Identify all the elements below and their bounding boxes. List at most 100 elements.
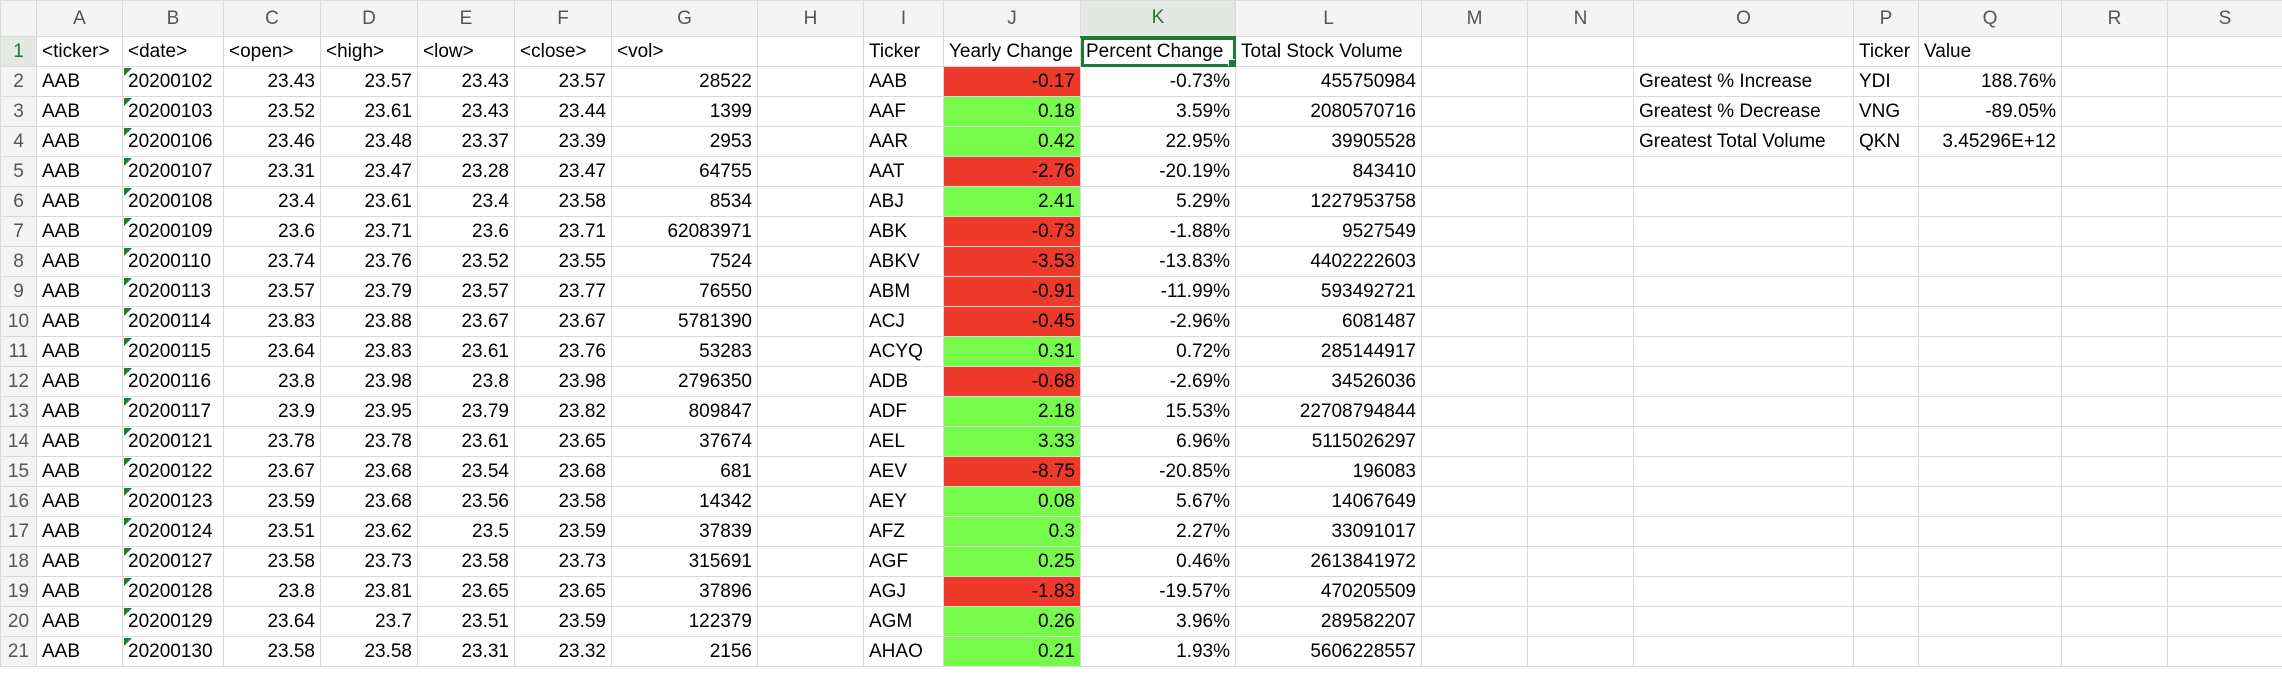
cell-n1[interactable] <box>1527 36 1634 67</box>
cell-c10[interactable]: 23.83 <box>223 306 321 337</box>
cell-r13[interactable] <box>2061 396 2168 427</box>
cell-q13[interactable] <box>1918 396 2062 427</box>
cell-n6[interactable] <box>1527 186 1634 217</box>
cell-f14[interactable]: 23.65 <box>514 426 612 457</box>
cell-b7[interactable]: 20200109 <box>122 216 224 247</box>
cell-j2[interactable]: -0.17 <box>943 66 1081 97</box>
cell-e3[interactable]: 23.43 <box>417 96 515 127</box>
cell-m18[interactable] <box>1421 546 1528 577</box>
cell-o13[interactable] <box>1633 396 1854 427</box>
cell-p6[interactable] <box>1853 186 1919 217</box>
cell-d16[interactable]: 23.68 <box>320 486 418 517</box>
cell-s11[interactable] <box>2167 336 2282 367</box>
cell-m19[interactable] <box>1421 576 1528 607</box>
cell-n17[interactable] <box>1527 516 1634 547</box>
cell-m10[interactable] <box>1421 306 1528 337</box>
cell-a17[interactable]: AAB <box>36 516 123 547</box>
cell-d12[interactable]: 23.98 <box>320 366 418 397</box>
cell-n8[interactable] <box>1527 246 1634 277</box>
row-number-20[interactable]: 20 <box>0 606 37 637</box>
column-header-j[interactable]: J <box>943 0 1081 37</box>
cell-a7[interactable]: AAB <box>36 216 123 247</box>
cell-m21[interactable] <box>1421 636 1528 667</box>
cell-m6[interactable] <box>1421 186 1528 217</box>
cell-q12[interactable] <box>1918 366 2062 397</box>
cell-f7[interactable]: 23.71 <box>514 216 612 247</box>
row-number-3[interactable]: 3 <box>0 96 37 127</box>
cell-s3[interactable] <box>2167 96 2282 127</box>
cell-p10[interactable] <box>1853 306 1919 337</box>
cell-f21[interactable]: 23.32 <box>514 636 612 667</box>
cell-j13[interactable]: 2.18 <box>943 396 1081 427</box>
cell-a11[interactable]: AAB <box>36 336 123 367</box>
cell-p18[interactable] <box>1853 546 1919 577</box>
cell-c6[interactable]: 23.4 <box>223 186 321 217</box>
cell-q5[interactable] <box>1918 156 2062 187</box>
cell-b17[interactable]: 20200124 <box>122 516 224 547</box>
cell-f19[interactable]: 23.65 <box>514 576 612 607</box>
cell-p4[interactable]: QKN <box>1853 126 1919 157</box>
cell-g9[interactable]: 76550 <box>611 276 758 307</box>
cell-o9[interactable] <box>1633 276 1854 307</box>
column-header-p[interactable]: P <box>1853 0 1919 37</box>
cell-r2[interactable] <box>2061 66 2168 97</box>
cell-q20[interactable] <box>1918 606 2062 637</box>
cell-h1[interactable] <box>757 36 864 67</box>
cell-g17[interactable]: 37839 <box>611 516 758 547</box>
cell-f9[interactable]: 23.77 <box>514 276 612 307</box>
cell-n11[interactable] <box>1527 336 1634 367</box>
cell-h2[interactable] <box>757 66 864 97</box>
cell-r3[interactable] <box>2061 96 2168 127</box>
cell-h15[interactable] <box>757 456 864 487</box>
cell-o11[interactable] <box>1633 336 1854 367</box>
cell-b20[interactable]: 20200129 <box>122 606 224 637</box>
column-header-f[interactable]: F <box>514 0 612 37</box>
cell-l9[interactable]: 593492721 <box>1235 276 1422 307</box>
cell-n13[interactable] <box>1527 396 1634 427</box>
cell-s5[interactable] <box>2167 156 2282 187</box>
row-number-7[interactable]: 7 <box>0 216 37 247</box>
cell-h5[interactable] <box>757 156 864 187</box>
cell-q16[interactable] <box>1918 486 2062 517</box>
cell-g14[interactable]: 37674 <box>611 426 758 457</box>
cell-c11[interactable]: 23.64 <box>223 336 321 367</box>
cell-n18[interactable] <box>1527 546 1634 577</box>
cell-s21[interactable] <box>2167 636 2282 667</box>
cell-c13[interactable]: 23.9 <box>223 396 321 427</box>
cell-i16[interactable]: AEY <box>863 486 944 517</box>
cell-f4[interactable]: 23.39 <box>514 126 612 157</box>
cell-j14[interactable]: 3.33 <box>943 426 1081 457</box>
column-header-b[interactable]: B <box>122 0 224 37</box>
cell-e6[interactable]: 23.4 <box>417 186 515 217</box>
cell-p7[interactable] <box>1853 216 1919 247</box>
cell-n5[interactable] <box>1527 156 1634 187</box>
cell-d10[interactable]: 23.88 <box>320 306 418 337</box>
cell-m4[interactable] <box>1421 126 1528 157</box>
cell-p19[interactable] <box>1853 576 1919 607</box>
cell-b3[interactable]: 20200103 <box>122 96 224 127</box>
cell-o8[interactable] <box>1633 246 1854 277</box>
cell-o19[interactable] <box>1633 576 1854 607</box>
cell-s16[interactable] <box>2167 486 2282 517</box>
row-number-1[interactable]: 1 <box>0 36 37 67</box>
cell-g4[interactable]: 2953 <box>611 126 758 157</box>
cell-g2[interactable]: 28522 <box>611 66 758 97</box>
cell-i9[interactable]: ABM <box>863 276 944 307</box>
cell-d9[interactable]: 23.79 <box>320 276 418 307</box>
cell-c4[interactable]: 23.46 <box>223 126 321 157</box>
column-header-e[interactable]: E <box>417 0 515 37</box>
cell-q3[interactable]: -89.05% <box>1918 96 2062 127</box>
cell-c9[interactable]: 23.57 <box>223 276 321 307</box>
cell-g10[interactable]: 5781390 <box>611 306 758 337</box>
cell-d11[interactable]: 23.83 <box>320 336 418 367</box>
row-number-9[interactable]: 9 <box>0 276 37 307</box>
row-number-2[interactable]: 2 <box>0 66 37 97</box>
row-number-5[interactable]: 5 <box>0 156 37 187</box>
cell-d15[interactable]: 23.68 <box>320 456 418 487</box>
cell-e2[interactable]: 23.43 <box>417 66 515 97</box>
active-cell-k1[interactable]: Percent Change <box>1080 36 1236 67</box>
cell-n10[interactable] <box>1527 306 1634 337</box>
cell-r11[interactable] <box>2061 336 2168 367</box>
row-number-21[interactable]: 21 <box>0 636 37 667</box>
cell-e11[interactable]: 23.61 <box>417 336 515 367</box>
